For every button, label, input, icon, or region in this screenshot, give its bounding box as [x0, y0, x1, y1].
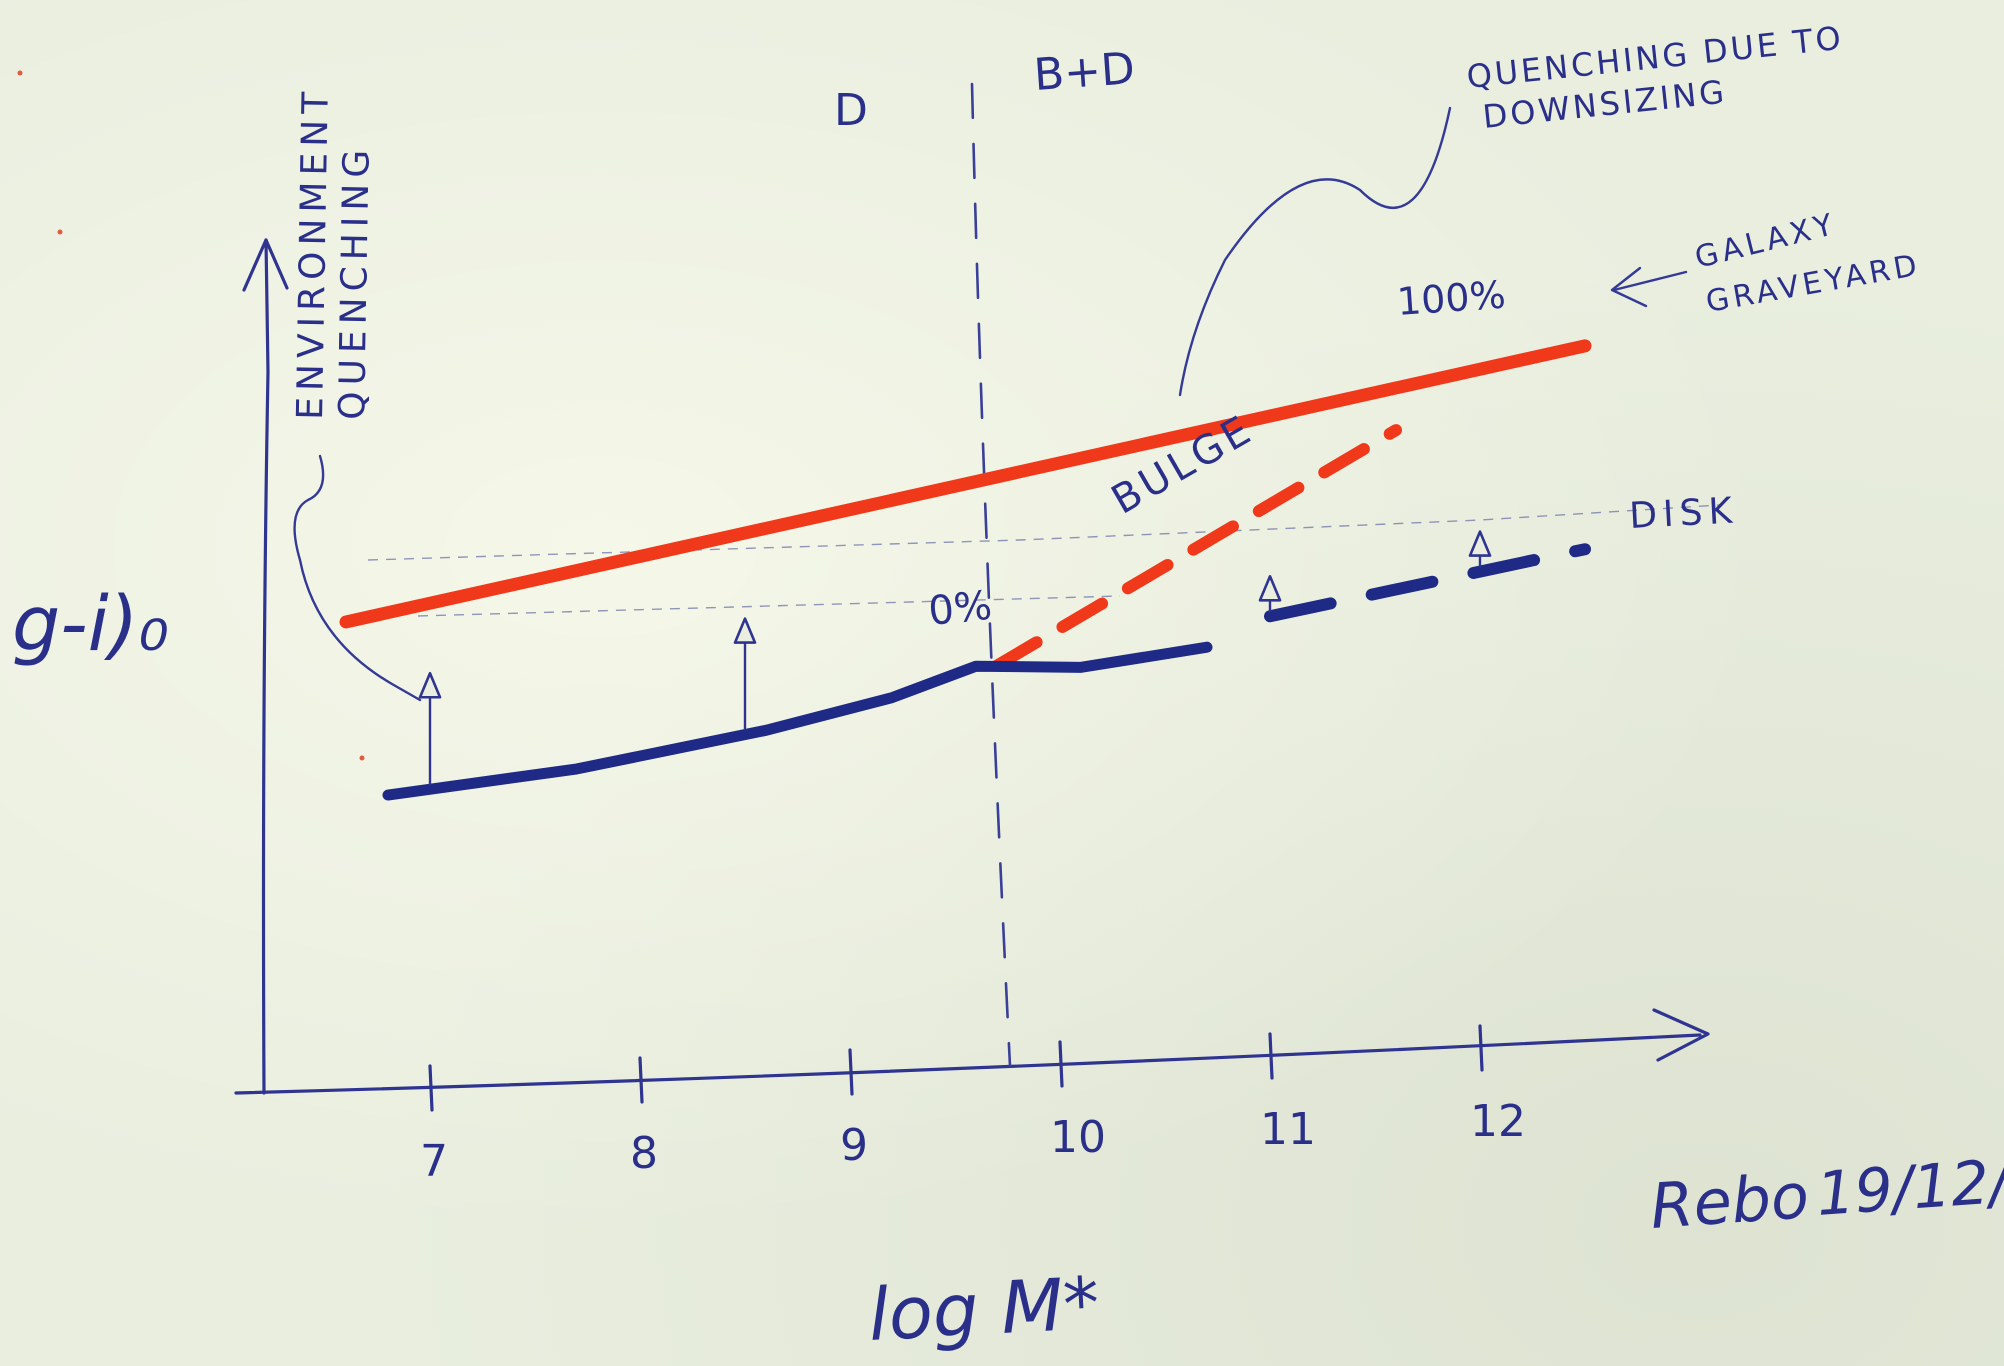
disk-label: DISK	[1628, 490, 1739, 537]
series-line-0	[339, 339, 1592, 629]
guide-line-lower	[417, 595, 1121, 617]
series-line-2	[382, 641, 1213, 801]
x-tick-mark	[848, 1048, 854, 1096]
x-tick-label: 7	[420, 1136, 448, 1187]
x-axis-label: log M*	[866, 1261, 1101, 1357]
downsizing-annotation: QUENCHING DUE TO DOWNSIZING	[1178, 19, 1845, 397]
stray-red-dot	[57, 229, 63, 235]
series-layer	[339, 339, 1592, 801]
graveyard-arrow-head	[1610, 266, 1648, 308]
signature: Rebo 19/12/12	[1648, 1141, 2004, 1243]
x-axis-arrowhead	[1652, 1008, 1710, 1062]
x-tick-label: 12	[1470, 1096, 1526, 1147]
x-tick-mark	[1058, 1040, 1064, 1088]
stray-red-dot	[17, 70, 23, 76]
region-label-d: D	[834, 85, 868, 136]
x-axis-ticks	[428, 1024, 1484, 1112]
y-axis-label: g-i)₀	[12, 579, 169, 668]
graveyard-arrow-line	[1612, 270, 1688, 292]
x-tick-mark	[638, 1056, 644, 1104]
signature-date: 19/12/12	[1814, 1141, 2004, 1230]
environment-leader-line	[293, 454, 422, 702]
stray-red-dot	[359, 755, 365, 761]
y-axis-line	[261, 238, 270, 1095]
graveyard-annotation: GALAXY GRAVEYARD	[1610, 207, 1924, 320]
region-divider	[970, 82, 1012, 1068]
upward-arrow-head	[1468, 530, 1492, 557]
x-axis-line	[234, 1033, 1702, 1095]
guide-line-upper	[367, 504, 1721, 561]
annotation-zero-percent: 0%	[926, 583, 994, 635]
environment-quenching-annotation: ENVIRONMENT QUENCHING	[290, 86, 422, 702]
x-tick-mark	[1268, 1032, 1274, 1080]
axes	[234, 238, 1710, 1095]
bulge-label: BULGE	[1104, 406, 1261, 523]
x-tick-label: 11	[1260, 1104, 1316, 1155]
upward-arrows	[418, 530, 1492, 786]
series-line-1	[991, 424, 1402, 672]
downsizing-leader-line	[1178, 106, 1452, 397]
y-axis-arrowhead	[242, 238, 289, 292]
x-axis-tick-labels: 7 8 9 10 11 12	[420, 1096, 1526, 1187]
x-tick-label: 8	[630, 1128, 658, 1179]
signature-name: Rebo	[1648, 1159, 1811, 1243]
series-line-3	[1264, 543, 1591, 623]
x-tick-label: 9	[840, 1120, 868, 1171]
annotation-hundred-percent: 100%	[1396, 273, 1507, 324]
environment-text: ENVIRONMENT	[290, 86, 337, 421]
region-label-bd: B+D	[1032, 43, 1136, 101]
quenching-text: QUENCHING	[332, 143, 378, 420]
upward-arrow-head	[1258, 575, 1282, 602]
x-tick-mark	[1478, 1024, 1484, 1072]
upward-arrow-head	[418, 671, 442, 699]
x-tick-mark	[428, 1064, 434, 1112]
upward-arrow-head	[733, 617, 757, 644]
x-tick-label: 10	[1050, 1112, 1106, 1163]
